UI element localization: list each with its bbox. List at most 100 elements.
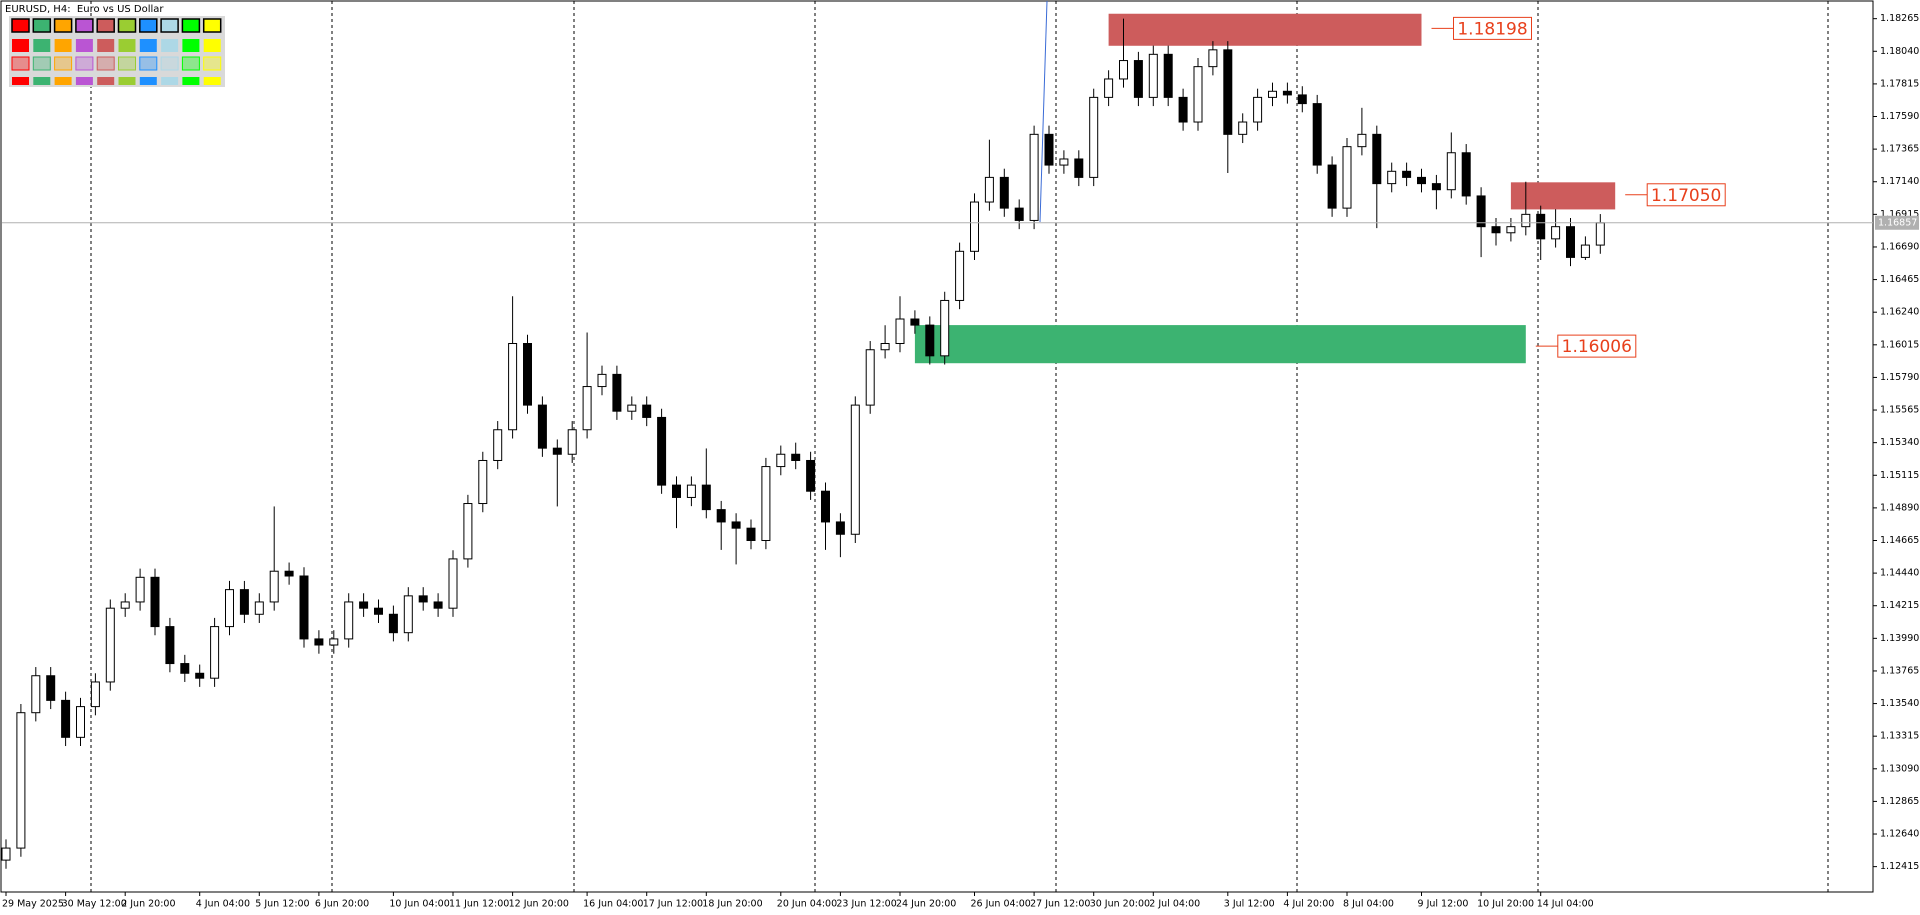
candle-body [597,373,607,388]
candle-body [955,250,965,301]
candle-body [537,404,547,449]
y-tick-label: 1.12415 [1880,861,1919,872]
palette-cell [96,18,115,33]
candle-body [1208,49,1218,68]
candle-body [1357,133,1367,148]
candle-body [821,490,830,523]
candle-body [61,699,71,738]
x-tick-label: 24 Jun 20:00 [896,899,956,910]
candle-body [701,484,711,511]
candle-body [582,386,592,431]
candle-body [1029,133,1039,221]
candle-body [1402,170,1412,178]
current-price-tag [1875,215,1919,230]
candle-body [1089,96,1099,178]
x-tick-label: 4 Jun 04:00 [196,899,250,910]
palette-cell [97,39,115,52]
palette-cell [161,39,179,52]
y-tick-label: 1.18265 [1880,13,1919,24]
y-tick-label: 1.13990 [1880,633,1919,644]
candle-body [76,706,85,738]
palette-cell [12,39,29,52]
candle-body [1178,96,1188,123]
palette-cell [182,39,200,52]
y-tick-label: 1.16915 [1880,209,1919,220]
candle-body [627,404,637,412]
y-tick-label: 1.17365 [1880,144,1919,155]
candle-body [672,484,681,498]
candle-body [1521,213,1531,228]
candle-body [403,595,413,634]
x-tick-label: 30 May 12:00 [62,899,127,910]
candle-body [1417,176,1426,185]
x-tick-label: 10 Jun 04:00 [389,899,449,910]
palette-cell [203,39,221,52]
x-tick-label: 4 Jul 20:00 [1283,899,1334,910]
y-tick-label: 1.16240 [1880,307,1919,318]
candle-body [1253,96,1263,123]
palette-cell [202,18,222,33]
palette-cell [139,39,157,52]
candle-body [210,626,220,679]
candle-body [239,589,249,615]
candle-body [791,453,801,461]
current-price-label: 1.16857 [1878,217,1917,228]
candle-body [508,343,518,431]
x-tick-label: 20 Jun 04:00 [777,899,837,910]
palette-cell [160,56,179,71]
plot-frame [0,0,1874,893]
y-tick-label: 1.17590 [1880,111,1919,122]
palette-cell [32,18,52,33]
candle-body [1506,226,1516,234]
candle-body [1446,152,1456,191]
palette-cell [203,77,221,85]
palette-cell [117,18,137,33]
candle-body [612,373,622,412]
y-tick-label: 1.16690 [1880,241,1919,252]
candle-body [1297,94,1307,105]
candle-body [1133,60,1143,98]
candle-body [1566,226,1575,258]
candle-body [180,663,190,674]
candle-body [299,575,309,640]
candle-body [895,318,905,345]
palette-cell [75,77,93,85]
candle-body [925,324,935,357]
zone-level-label: 1.18198 [1457,19,1527,39]
candle-body [433,601,443,609]
candle-body [806,459,816,492]
candle-body [1387,170,1397,185]
y-tick-label: 1.13540 [1880,698,1919,709]
palette-cell [139,18,158,33]
candle-body [880,343,890,351]
candle-body [135,576,145,603]
zone-level-box [1453,16,1532,40]
color-palette [9,16,225,87]
x-tick-label: 11 Jun 12:00 [449,899,509,910]
palette-cell [203,56,222,71]
candle-body [493,429,503,461]
palette-cell [75,18,94,33]
candle-body [225,589,234,628]
x-tick-label: 3 Jul 12:00 [1224,899,1275,910]
candle-body [46,675,56,701]
palette-cell [118,56,136,71]
candle-body [418,595,428,603]
palette-cell [75,39,93,52]
candle-body [1074,158,1084,178]
zone-level-box [1557,334,1637,358]
y-tick-label: 1.17815 [1880,78,1919,89]
x-tick-label: 12 Jun 20:00 [509,899,569,910]
candle-body [1372,133,1382,185]
x-tick-label: 2 Jun 20:00 [121,899,175,910]
candle-body [195,672,205,679]
y-tick-label: 1.18040 [1880,46,1919,57]
candle-body [359,601,369,609]
candle-body [1268,90,1277,98]
candle-body [940,299,950,357]
candle-body [761,466,771,541]
palette-cell [118,77,136,85]
palette-cell [118,39,136,52]
x-tick-label: 16 Jun 04:00 [583,899,643,910]
